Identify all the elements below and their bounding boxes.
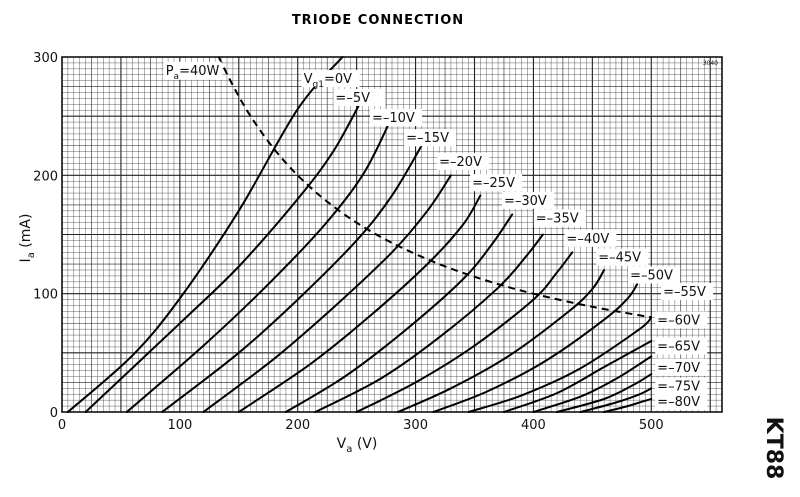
x-tick-label: 500 [639, 418, 664, 433]
curve-line [161, 144, 423, 413]
curve-line [396, 269, 606, 413]
y-axis-label-main: I [18, 258, 34, 262]
x-axis-label-sub: a [346, 444, 352, 455]
curve-label-background [655, 377, 708, 395]
power-limit-label-sub: a [174, 72, 180, 82]
x-axis-label: Va (V) [337, 436, 378, 455]
curve-label-background [596, 248, 649, 266]
curve-line [66, 56, 344, 413]
curve-label-background [301, 70, 360, 88]
curve-label-background [470, 174, 523, 192]
curve-line [503, 340, 653, 413]
curve-label: =–40V [566, 232, 609, 247]
curve-label: =–70V [657, 361, 700, 376]
curve-label-main: V [304, 72, 313, 87]
curve-label: =–60V [657, 313, 700, 328]
y-axis-label-sub: a [26, 252, 37, 258]
curve-label: =–30V [504, 194, 547, 209]
curve-label: =–15V [406, 131, 449, 146]
x-axis-ticks: 0 100 200 300 400 500 [58, 418, 664, 433]
curve-label-background [369, 109, 422, 127]
curve-label: =–10V [372, 111, 415, 126]
power-limit-line [217, 56, 652, 319]
x-tick-label: 0 [58, 418, 66, 433]
x-axis-label-unit: (V) [352, 436, 377, 452]
x-tick-label: 300 [403, 418, 428, 433]
power-limit-label-main: P [166, 64, 174, 79]
curve-label-background [655, 393, 708, 411]
curve-label: =–25V [472, 176, 515, 191]
x-tick-label: 200 [285, 418, 310, 433]
curve-label-sub: g1 [313, 80, 324, 90]
curve-series [66, 56, 653, 413]
curve-label: =–20V [439, 155, 482, 170]
curve-label-background [655, 311, 708, 329]
chart-title: TRIODE CONNECTION [292, 13, 464, 28]
tube-type-label: KT88 [761, 417, 786, 480]
power-limit-label: Pa=40W [166, 64, 220, 82]
curve-label-background [404, 129, 457, 147]
curve-line [125, 121, 391, 413]
curve-label-background [628, 266, 681, 284]
plot-area-frame [61, 56, 723, 413]
curve-label: =–35V [536, 212, 579, 227]
x-tick-label: 400 [521, 418, 546, 433]
curve-line [432, 283, 639, 413]
x-tick-label: 100 [167, 418, 192, 433]
curve-line [237, 194, 482, 413]
y-axis-ticks: 0 100 200 300 [33, 51, 58, 421]
power-limit-label-background [163, 61, 222, 80]
y-axis-label: Ia (mA) [18, 214, 37, 263]
curve-label-background [437, 152, 490, 170]
curve-label-background [564, 229, 617, 247]
curve-label-rest: =0V [324, 72, 352, 87]
y-tick-label: 0 [50, 406, 58, 421]
curve-line [84, 97, 364, 413]
curve-label: =–45V [598, 251, 641, 266]
curve-line [314, 233, 544, 413]
y-tick-label: 100 [33, 288, 58, 303]
curve-label-background [655, 358, 708, 376]
curve-line [284, 213, 514, 413]
curve-label-background [533, 209, 586, 227]
curve-label: =–65V [657, 339, 700, 354]
curve-line [467, 316, 653, 413]
curve-line [556, 373, 653, 413]
curve-label-background [333, 88, 386, 106]
curve-line [603, 398, 653, 413]
curve-label: =–55V [663, 285, 706, 300]
curve-label-background [501, 191, 554, 209]
curve-line [579, 387, 653, 413]
power-limit-label-rest: =40W [179, 64, 219, 79]
curve-labels: Vg1=0V=–5V=–10V=–15V=–20V=–25V=–30V=–35V… [163, 61, 714, 411]
curve-label: =–80V [657, 395, 700, 410]
curve-line [355, 251, 574, 413]
curve-label: =–75V [657, 380, 700, 395]
curve-line [532, 355, 653, 413]
y-tick-label: 300 [33, 51, 58, 66]
curve-label-background [661, 283, 714, 301]
power-limit-curve [217, 56, 652, 319]
curve-label: =–5V [335, 91, 370, 106]
curve-line [202, 174, 452, 413]
x-axis-label-main: V [337, 436, 347, 452]
corner-code: 3040 [703, 60, 718, 67]
curve-label-background [655, 337, 708, 355]
curve-label: Vg1=0V [304, 72, 353, 90]
curve-label: =–50V [630, 268, 673, 283]
y-axis-label-unit: (mA) [18, 214, 34, 253]
y-tick-label: 200 [33, 169, 58, 184]
